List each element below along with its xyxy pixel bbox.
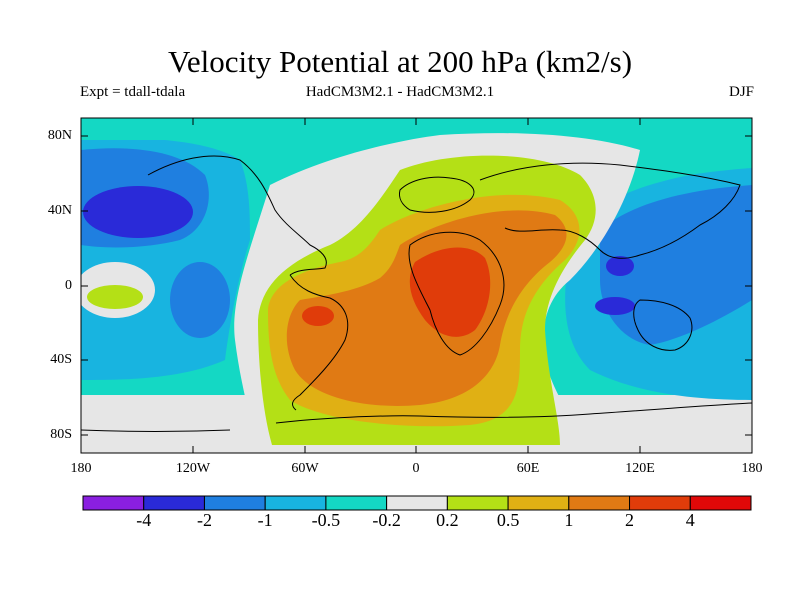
colorbar-label: 0.2 [436,510,459,530]
colorbar-swatch [386,495,448,511]
colorbar-label: -4 [136,510,152,530]
colorbar-swatch [689,495,752,511]
lat-label-80s: 80S [50,427,72,442]
colorbar-label: 4 [685,510,695,530]
experiment-label: Expt = tdall-tdala [80,84,186,100]
lon-label-180e: 180 [741,461,763,476]
colorbar-swatch [82,495,145,511]
lon-label-60e: 60E [516,461,540,476]
colorbar-label: -1 [257,510,273,530]
colorbar-swatch [446,495,509,511]
lat-label-0: 0 [65,278,72,293]
model-label: HadCM3M2.1 - HadCM3M2.1 [305,84,495,100]
colorbar-label: -0.2 [372,510,401,530]
lat-label-40s: 40S [50,352,72,367]
lon-label-120w: 120W [175,461,211,476]
axis-ticks [80,118,753,453]
colorbar-swatch [507,495,570,511]
colorbar-label: 0.5 [496,510,520,530]
colorbar-swatch [203,495,266,511]
colorbar-swatch [143,495,205,511]
lon-label-0: 0 [412,461,420,476]
lat-label-40n: 40N [47,203,72,218]
colorbar-swatch [568,495,631,511]
coastlines [81,155,752,432]
colorbar [82,495,752,511]
colorbar-label: -0.5 [311,510,341,530]
lon-label-60w: 60W [291,461,319,476]
map-title: Velocity Potential at 200 hPa (km2/s) [167,44,633,79]
season-label: DJF [728,84,754,100]
colorbar-swatch [264,495,327,511]
colorbar-swatch [325,495,388,511]
colorbar-swatch [629,495,691,511]
lon-label-120e: 120E [625,461,655,476]
lon-label-180w: 180 [70,461,92,476]
colorbar-label: 1 [564,510,574,530]
lat-label-80n: 80N [47,128,72,143]
colorbar-label: 2 [625,510,635,530]
contour-fill [81,118,752,453]
colorbar-label: -2 [196,510,212,530]
